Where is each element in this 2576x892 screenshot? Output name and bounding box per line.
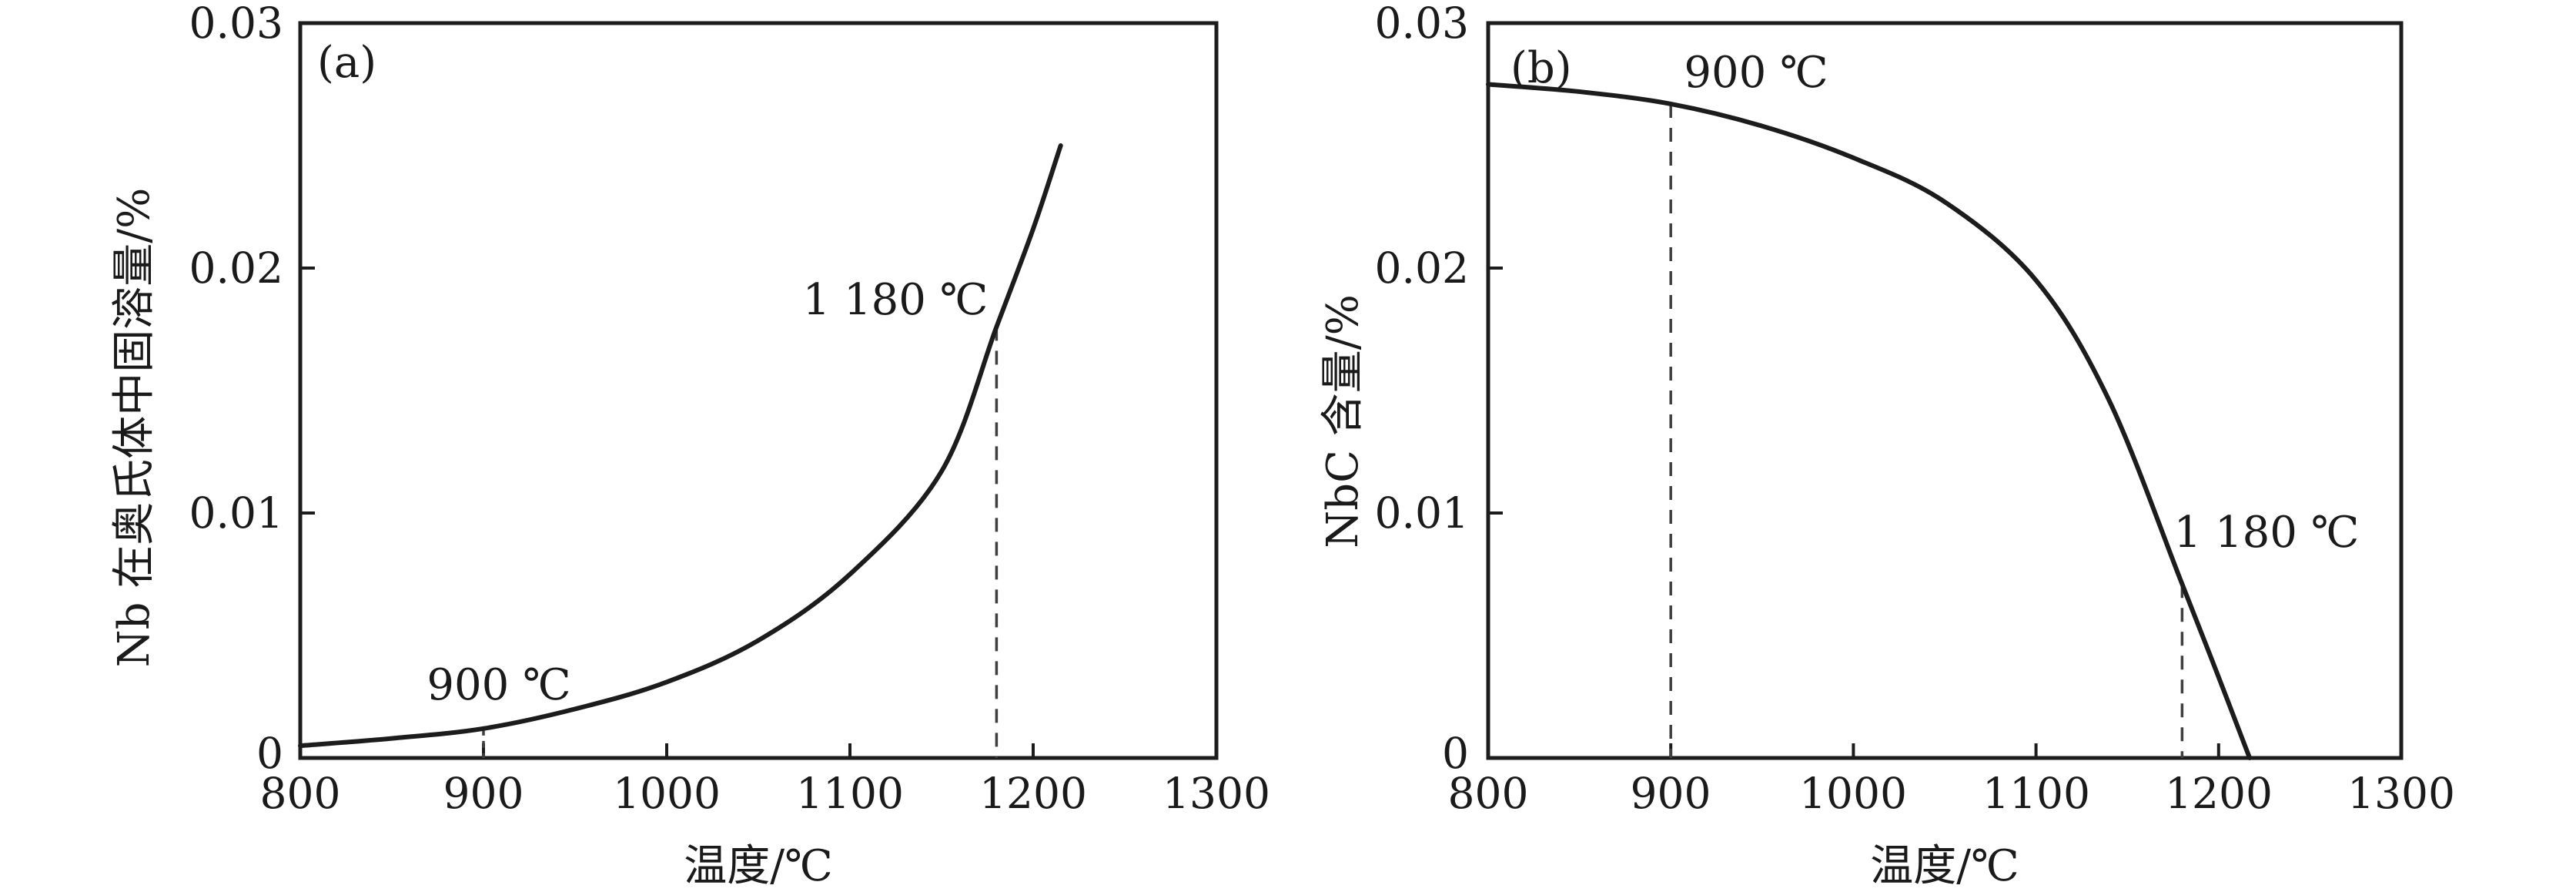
annotation-900c-b: 900 ℃	[1684, 48, 1828, 98]
y-tick-label: 0	[256, 729, 283, 778]
x-tick-label: 1000	[1799, 769, 1907, 818]
x-tick-label: 800	[1448, 769, 1529, 818]
y-axis-title-b: NbC 含量/%	[1318, 294, 1368, 548]
x-tick-label: 1300	[2347, 769, 2455, 818]
guide-lines-b	[1669, 103, 2184, 758]
x-tick-label: 1100	[1982, 769, 2090, 818]
plot-border-a	[298, 21, 1219, 760]
x-tick-label: 1300	[1163, 769, 1270, 818]
x-tick-label: 1100	[796, 769, 904, 818]
x-tick-label: 1200	[2165, 769, 2273, 818]
panel-letter-a: (a)	[317, 38, 376, 88]
panel-letter-b: (b)	[1510, 43, 1572, 93]
y-tick-label: 0.02	[1375, 243, 1469, 293]
y-tick-label: 0.02	[189, 243, 283, 293]
guide-lines-a	[482, 327, 999, 758]
nbc-content-curve-b	[1486, 82, 2253, 760]
solubility-curve-a	[298, 143, 1063, 749]
panel-b: 0 0.01 0.02 0.03 800 900 1000 1100 1200 …	[1318, 0, 2455, 891]
y-tick-label: 0.03	[189, 0, 283, 48]
annotation-1180c-a: 1 180 ℃	[803, 275, 989, 325]
x-tick-label: 900	[443, 769, 524, 818]
y-tick-label: 0.03	[1375, 0, 1469, 48]
axis-ticks-b	[1488, 267, 2220, 758]
plot-border-b	[1486, 21, 2404, 760]
x-tick-label: 800	[260, 769, 341, 818]
panel-a: 0 0.01 0.02 0.03 800 900 1000 1100 1200 …	[109, 0, 1270, 891]
annotation-900c-a: 900 ℃	[427, 660, 570, 710]
x-axis-title-a: 温度/℃	[684, 841, 833, 891]
x-tick-label: 1000	[613, 769, 721, 818]
x-tick-label: 1200	[979, 769, 1087, 818]
x-tick-label: 900	[1631, 769, 1711, 818]
y-axis-title-a: Nb 在奥氏体中固溶量/%	[109, 188, 159, 668]
y-tick-label: 0.01	[189, 488, 283, 538]
y-tick-label: 0	[1442, 729, 1469, 778]
x-axis-title-b: 温度/℃	[1870, 841, 2019, 891]
y-tick-label: 0.01	[1375, 488, 1469, 538]
annotation-1180c-b: 1 180 ℃	[2174, 508, 2360, 558]
